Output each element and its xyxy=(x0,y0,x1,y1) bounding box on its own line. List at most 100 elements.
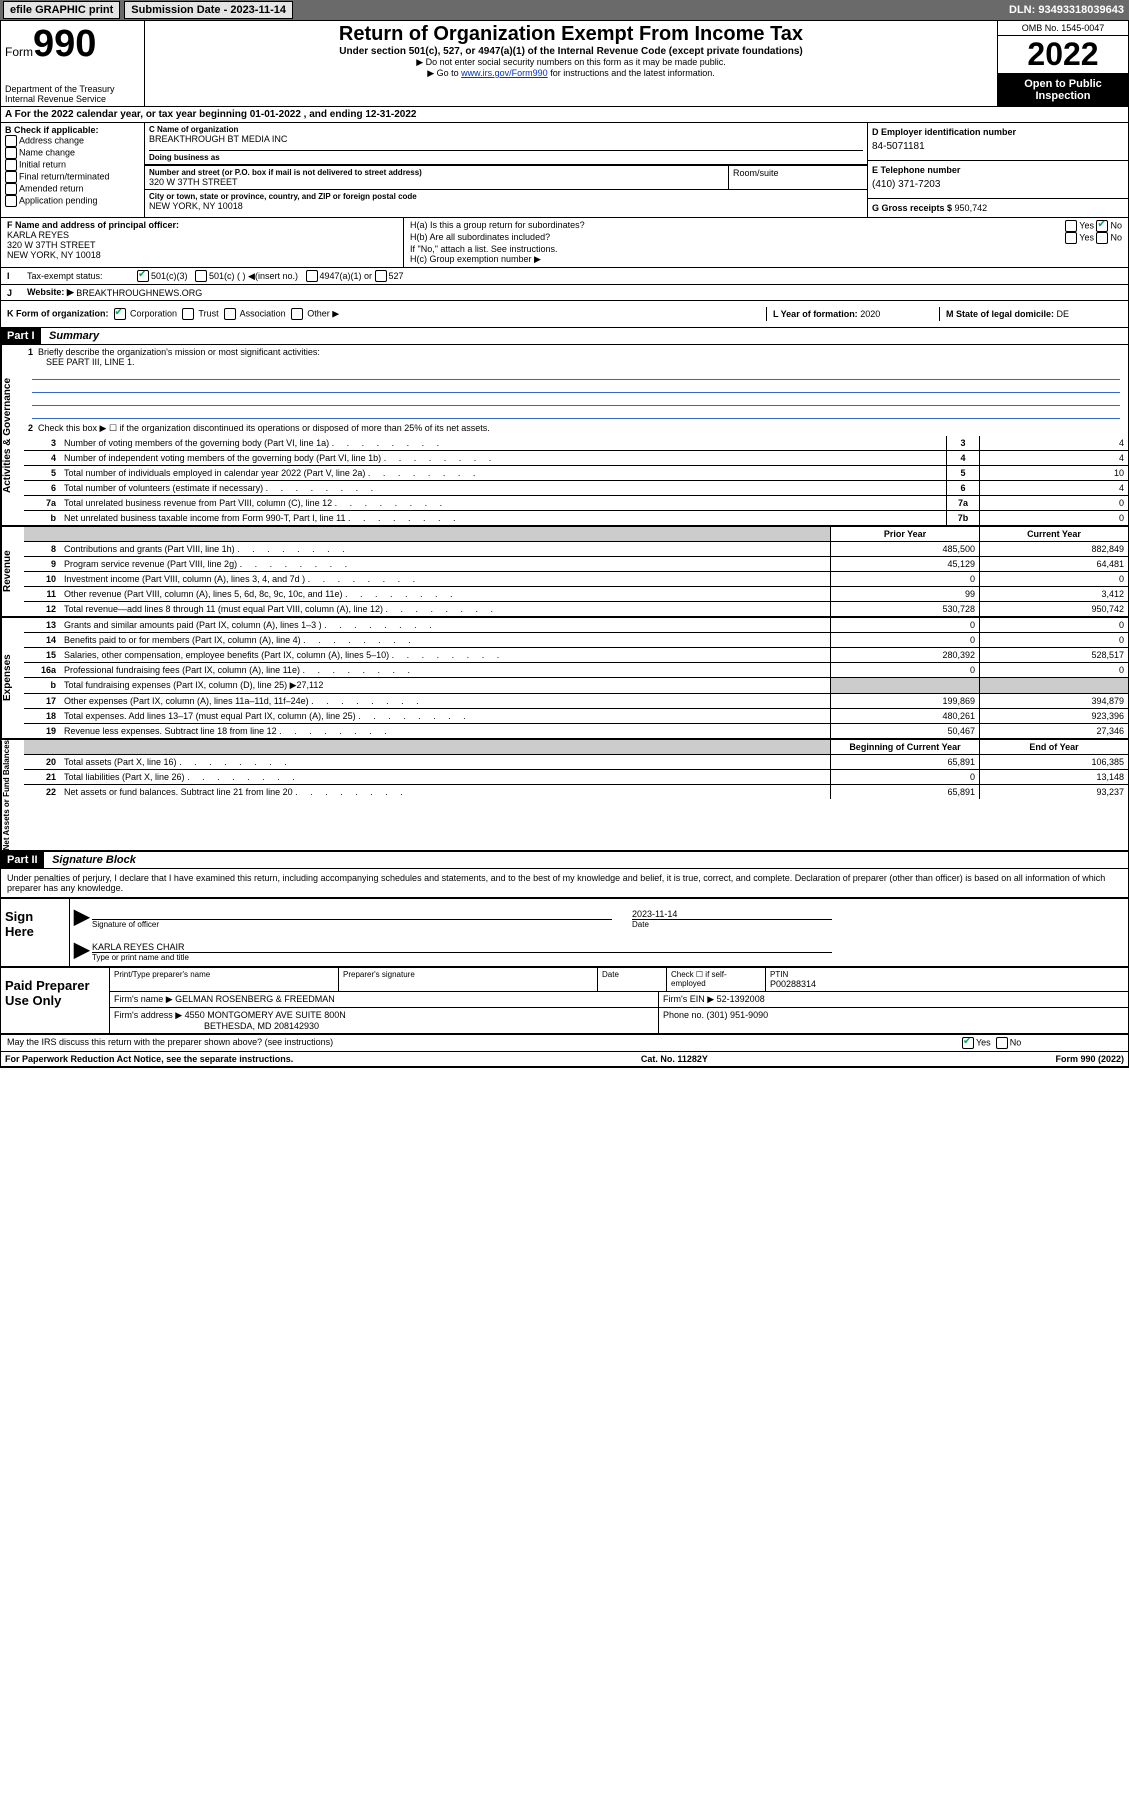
chk-amended-return[interactable] xyxy=(5,183,17,195)
line-text: Salaries, other compensation, employee b… xyxy=(60,648,830,662)
chk-501c3[interactable] xyxy=(137,270,149,282)
cat-no: Cat. No. 11282Y xyxy=(641,1054,708,1064)
preparer-row1: Print/Type preparer's name Preparer's si… xyxy=(110,968,1128,992)
line-value: 4 xyxy=(979,481,1128,495)
chk-initial-return[interactable] xyxy=(5,159,17,171)
hb-yes: Yes xyxy=(1079,232,1094,242)
line-text: Net assets or fund balances. Subtract li… xyxy=(60,785,830,799)
ha-no-chk[interactable] xyxy=(1096,220,1108,232)
dln: DLN: 93493318039643 xyxy=(1009,4,1128,16)
chk-address-change[interactable] xyxy=(5,135,17,147)
preparer-table: Print/Type preparer's name Preparer's si… xyxy=(109,968,1128,1033)
discuss-yes: Yes xyxy=(976,1038,991,1048)
summary-row: b Net unrelated business taxable income … xyxy=(24,511,1128,525)
form-id-box: Form990 Department of the Treasury Inter… xyxy=(1,21,145,106)
sig-officer-label: Signature of officer xyxy=(92,919,612,929)
current-value: 13,148 xyxy=(979,770,1128,784)
chk-527[interactable] xyxy=(375,270,387,282)
sign-here-block: Sign Here ▶ Signature of officer 2023-11… xyxy=(1,898,1128,968)
summary-row: 5 Total number of individuals employed i… xyxy=(24,466,1128,481)
opt-501c3: 501(c)(3) xyxy=(151,271,188,281)
opt-initial-return: Initial return xyxy=(19,159,66,169)
current-value: 0 xyxy=(979,633,1128,647)
dept-treasury: Department of the Treasury Internal Reve… xyxy=(5,84,115,104)
summary-row: 18 Total expenses. Add lines 13–17 (must… xyxy=(24,709,1128,724)
line-num: 9 xyxy=(24,557,60,571)
ha-yes-chk[interactable] xyxy=(1065,220,1077,232)
dba-label: Doing business as xyxy=(149,150,863,162)
irs-link[interactable]: www.irs.gov/Form990 xyxy=(461,68,548,78)
revenue-header: Prior Year Current Year xyxy=(24,527,1128,542)
firm-ein: 52-1392008 xyxy=(717,994,765,1004)
chk-name-change[interactable] xyxy=(5,147,17,159)
sign-here-label: Sign Here xyxy=(1,899,69,966)
hb-yes-chk[interactable] xyxy=(1065,232,1077,244)
mission-line xyxy=(32,367,1120,380)
part2-title: Signature Block xyxy=(46,854,136,866)
form-version: Form 990 (2022) xyxy=(1055,1054,1124,1064)
ptin-value: P00288314 xyxy=(770,979,1124,989)
ha-no: No xyxy=(1110,220,1122,230)
cell-shade xyxy=(24,740,60,754)
line16b-text: Total fundraising expenses (Part IX, col… xyxy=(64,680,297,690)
line-num: b xyxy=(24,678,60,693)
chk-501c[interactable] xyxy=(195,270,207,282)
officer-label: F Name and address of principal officer: xyxy=(7,220,397,230)
chk-other[interactable] xyxy=(291,308,303,320)
discuss-yes-chk[interactable] xyxy=(962,1037,974,1049)
line-num: 3 xyxy=(24,436,60,450)
discuss-no-chk[interactable] xyxy=(996,1037,1008,1049)
efile-button[interactable]: efile GRAPHIC print xyxy=(3,1,120,19)
preparer-row2: Firm's name ▶ GELMAN ROSENBERG & FREEDMA… xyxy=(110,992,1128,1008)
j-label: Website: ▶ xyxy=(27,287,74,298)
line-value: 0 xyxy=(979,511,1128,525)
chk-assoc[interactable] xyxy=(224,308,236,320)
section-expenses: Expenses 13 Grants and similar amounts p… xyxy=(1,616,1128,738)
opt-name-change: Name change xyxy=(19,147,75,157)
mission-line xyxy=(32,380,1120,393)
open-public: Open to Public Inspection xyxy=(998,74,1128,106)
warn-link-row: ▶ Go to www.irs.gov/Form990 for instruct… xyxy=(149,68,993,79)
form-header: Form990 Department of the Treasury Inter… xyxy=(1,21,1128,107)
period-label-a: For the 2022 calendar year, or tax year … xyxy=(15,109,250,120)
warn2-suffix: for instructions and the latest informat… xyxy=(548,68,715,78)
line-text: Revenue less expenses. Subtract line 18 … xyxy=(60,724,830,738)
tax-period-row: A For the 2022 calendar year, or tax yea… xyxy=(1,107,1128,123)
summary-row: 15 Salaries, other compensation, employe… xyxy=(24,648,1128,663)
current-value: 950,742 xyxy=(979,602,1128,616)
chk-trust[interactable] xyxy=(182,308,194,320)
firm-phone-label: Phone no. xyxy=(663,1010,707,1020)
hb-note: If "No," attach a list. See instructions… xyxy=(410,244,1122,254)
line-box: 6 xyxy=(946,481,979,495)
prior-value: 0 xyxy=(830,663,979,677)
chk-corp[interactable] xyxy=(114,308,126,320)
hc-label: H(c) Group exemption number ▶ xyxy=(410,254,1122,265)
box-b-label: B Check if applicable: xyxy=(5,125,140,135)
chk-application-pending[interactable] xyxy=(5,195,17,207)
prior-year-label: Prior Year xyxy=(830,527,979,541)
sign-body: ▶ Signature of officer 2023-11-14 Date ▶… xyxy=(69,899,1128,966)
line-box: 3 xyxy=(946,436,979,450)
summary-row: 22 Net assets or fund balances. Subtract… xyxy=(24,785,1128,799)
paid-preparer-block: Paid Preparer Use Only Print/Type prepar… xyxy=(1,968,1128,1035)
hb-no-chk[interactable] xyxy=(1096,232,1108,244)
line-text: Total liabilities (Part X, line 26) xyxy=(60,770,830,784)
line-num: 20 xyxy=(24,755,60,769)
line-num: b xyxy=(24,511,60,525)
line-text: Investment income (Part VIII, column (A)… xyxy=(60,572,830,586)
prep-date-label: Date xyxy=(602,970,662,979)
prior-value: 99 xyxy=(830,587,979,601)
org-name-label: C Name of organization xyxy=(149,125,863,134)
box-m: M State of legal domicile: DE xyxy=(939,307,1122,321)
section-revenue: Revenue Prior Year Current Year 8 Contri… xyxy=(1,525,1128,616)
line-text: Net unrelated business taxable income fr… xyxy=(60,511,946,525)
chk-4947[interactable] xyxy=(306,270,318,282)
line-num: 7a xyxy=(24,496,60,510)
chk-final-return[interactable] xyxy=(5,171,17,183)
firm-name: GELMAN ROSENBERG & FREEDMAN xyxy=(175,994,335,1004)
line-text: Number of independent voting members of … xyxy=(60,451,946,465)
line-num: 21 xyxy=(24,770,60,784)
summary-row: 4 Number of independent voting members o… xyxy=(24,451,1128,466)
line-box: 5 xyxy=(946,466,979,480)
line-text: Total expenses. Add lines 13–17 (must eq… xyxy=(60,709,830,723)
